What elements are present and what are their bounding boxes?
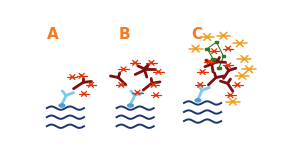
Circle shape — [243, 58, 246, 60]
Circle shape — [90, 84, 92, 85]
Circle shape — [202, 71, 204, 72]
Circle shape — [206, 36, 208, 38]
Circle shape — [236, 84, 238, 85]
Circle shape — [230, 95, 232, 96]
Circle shape — [241, 75, 244, 77]
Circle shape — [238, 43, 241, 44]
Circle shape — [128, 104, 133, 107]
Circle shape — [158, 71, 159, 72]
Bar — [206, 48, 209, 50]
Circle shape — [120, 84, 122, 85]
Circle shape — [122, 69, 124, 70]
Circle shape — [195, 99, 201, 102]
Circle shape — [208, 61, 211, 62]
Bar — [217, 67, 221, 69]
Circle shape — [248, 69, 250, 70]
Bar — [215, 41, 218, 43]
Bar — [222, 55, 225, 57]
Circle shape — [222, 35, 225, 36]
Circle shape — [81, 75, 83, 76]
Circle shape — [153, 84, 155, 85]
Bar — [211, 58, 215, 60]
Circle shape — [83, 93, 85, 94]
Circle shape — [59, 104, 65, 107]
Text: A: A — [47, 27, 58, 42]
Text: C: C — [191, 27, 202, 42]
Circle shape — [71, 76, 74, 78]
Circle shape — [134, 62, 136, 63]
Circle shape — [213, 51, 215, 52]
Circle shape — [194, 48, 197, 49]
Circle shape — [231, 101, 234, 102]
Circle shape — [150, 62, 152, 63]
Circle shape — [227, 65, 229, 66]
Text: B: B — [119, 27, 130, 42]
Circle shape — [136, 92, 139, 93]
Circle shape — [155, 95, 157, 96]
Circle shape — [199, 84, 201, 85]
Circle shape — [227, 48, 229, 49]
